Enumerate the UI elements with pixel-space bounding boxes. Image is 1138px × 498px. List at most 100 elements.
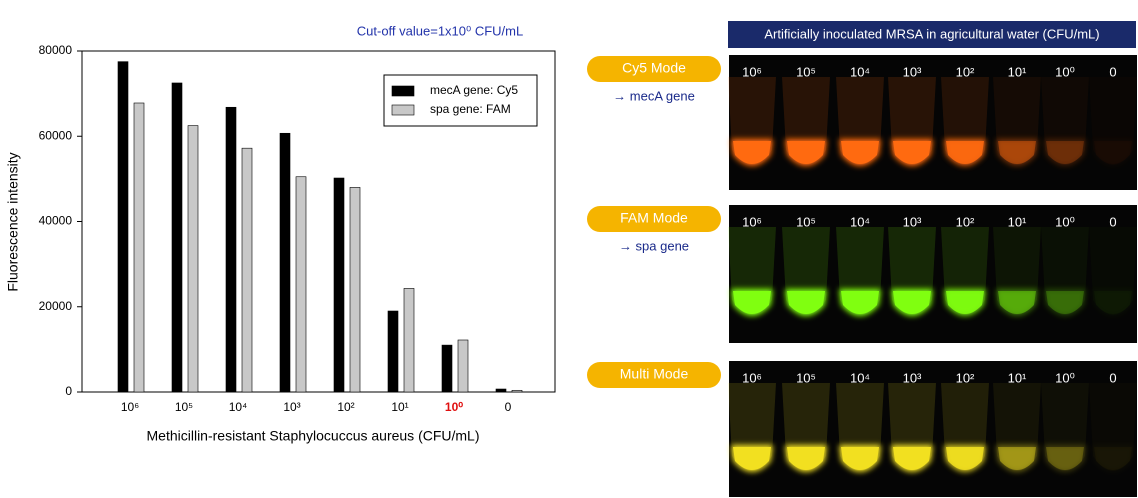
bar — [457, 339, 469, 393]
tube — [888, 227, 936, 316]
tube-label: 10² — [956, 214, 975, 229]
gene-label: → mecA gene — [613, 88, 695, 103]
tube-label: 10⁵ — [796, 214, 816, 229]
tube-label: 0 — [1109, 214, 1116, 229]
x-axis-label: Methicillin-resistant Staphylocuccus aur… — [147, 428, 480, 444]
tube-label: 10⁰ — [1055, 214, 1075, 229]
bar — [241, 147, 253, 393]
y-tick-label: 20000 — [39, 299, 73, 313]
bar — [225, 106, 237, 393]
tube-label: 10⁵ — [796, 64, 816, 79]
tube — [941, 227, 989, 316]
tube-glow — [996, 289, 1038, 316]
tube-liquid — [998, 291, 1036, 314]
tube-label: 10² — [956, 370, 975, 385]
tube — [941, 383, 989, 472]
tube — [836, 383, 884, 472]
tube-photo — [729, 55, 1137, 190]
tube-liquid — [841, 141, 879, 164]
tube-label: 10⁴ — [850, 64, 870, 79]
bar — [495, 388, 507, 393]
tube-glow — [1044, 289, 1086, 316]
tube-liquid — [946, 447, 984, 470]
tube-glow — [996, 139, 1038, 166]
y-axis-label: Fluorescence intensity — [5, 152, 21, 291]
mode-pill — [587, 56, 721, 82]
tube-liquid — [998, 141, 1036, 164]
mode-pill — [587, 362, 721, 388]
tube — [993, 227, 1041, 316]
y-tick-label: 0 — [65, 384, 72, 398]
tube-liquid — [841, 291, 879, 314]
tube-liquid — [841, 447, 879, 470]
tube-label: 10¹ — [1008, 214, 1027, 229]
bar — [333, 177, 345, 393]
bar — [171, 82, 183, 393]
bar — [349, 187, 361, 393]
tube-glow — [1044, 139, 1086, 166]
tube-liquid — [733, 291, 771, 314]
tube — [993, 383, 1041, 472]
tube — [1089, 383, 1137, 472]
tube-label: 10¹ — [1008, 64, 1027, 79]
legend-swatch — [391, 104, 415, 116]
x-tick-label: 10⁶ — [121, 400, 139, 414]
bar — [441, 344, 453, 393]
tube — [728, 77, 776, 166]
tube-liquid — [733, 141, 771, 164]
x-tick-label: 10² — [337, 400, 354, 414]
y-tick-label: 80000 — [39, 43, 73, 57]
legend-label: spa gene: FAM — [430, 102, 511, 116]
legend — [383, 74, 538, 127]
tube-liquid — [787, 291, 825, 314]
panel-header: Artificially inoculated MRSA in agricult… — [764, 26, 1099, 41]
tube-label: 10² — [956, 64, 975, 79]
tube — [782, 227, 830, 316]
tube-liquid — [946, 141, 984, 164]
x-tick-label: 10⁴ — [229, 400, 248, 414]
tube-photo — [729, 205, 1137, 343]
legend-swatch — [391, 85, 415, 97]
tube — [836, 227, 884, 316]
tube-liquid — [1046, 291, 1084, 314]
tube-glow — [996, 445, 1038, 472]
tube — [1041, 383, 1089, 472]
tube — [941, 77, 989, 166]
gene-label: → spa gene — [619, 238, 689, 253]
x-tick-label: 10⁰ — [445, 400, 463, 414]
tube-label: 0 — [1109, 370, 1116, 385]
panel-header-bg — [728, 21, 1136, 48]
tube-label: 10⁴ — [850, 214, 870, 229]
tube-label: 10⁰ — [1055, 64, 1075, 79]
tube-liquid — [946, 291, 984, 314]
tube-label: 10⁶ — [742, 370, 762, 385]
tube-label: 10³ — [903, 64, 922, 79]
tube-liquid — [733, 447, 771, 470]
tube — [1089, 77, 1137, 166]
tube — [1041, 77, 1089, 166]
tube — [888, 77, 936, 166]
tube — [728, 383, 776, 472]
y-tick-label: 40000 — [39, 214, 73, 228]
tube-label: 10³ — [903, 370, 922, 385]
tube-label: 10⁰ — [1055, 370, 1075, 385]
tube-label: 0 — [1109, 64, 1116, 79]
tube — [1089, 227, 1137, 316]
x-tick-label: 10¹ — [391, 400, 408, 414]
tube — [993, 77, 1041, 166]
bar — [403, 288, 415, 393]
mode-label: Cy5 Mode — [622, 60, 686, 76]
tube — [1041, 227, 1089, 316]
x-tick-label: 10⁵ — [175, 400, 193, 414]
tube-label: 10¹ — [1008, 370, 1027, 385]
tube-liquid — [998, 447, 1036, 470]
tube — [728, 227, 776, 316]
mode-label: FAM Mode — [620, 210, 688, 226]
tube-label: 10⁴ — [850, 370, 870, 385]
tube-liquid — [893, 447, 931, 470]
x-tick-label: 10³ — [283, 400, 300, 414]
bar — [511, 389, 523, 393]
bar — [117, 61, 129, 393]
